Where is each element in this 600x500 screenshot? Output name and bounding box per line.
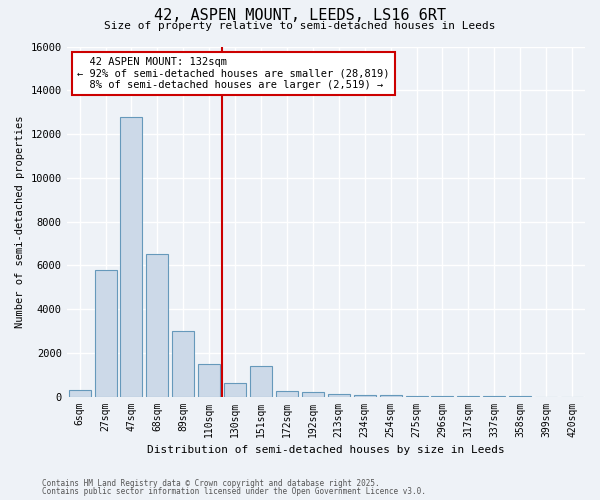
Bar	[146, 254, 169, 396]
Bar	[198, 364, 220, 396]
Bar	[250, 366, 272, 396]
Text: Contains HM Land Registry data © Crown copyright and database right 2025.: Contains HM Land Registry data © Crown c…	[42, 478, 380, 488]
Bar	[68, 390, 91, 396]
Bar	[328, 394, 350, 396]
X-axis label: Distribution of semi-detached houses by size in Leeds: Distribution of semi-detached houses by …	[147, 445, 505, 455]
Text: 42, ASPEN MOUNT, LEEDS, LS16 6RT: 42, ASPEN MOUNT, LEEDS, LS16 6RT	[154, 8, 446, 22]
Bar	[276, 391, 298, 396]
Bar	[302, 392, 324, 396]
Text: Contains public sector information licensed under the Open Government Licence v3: Contains public sector information licen…	[42, 487, 426, 496]
Y-axis label: Number of semi-detached properties: Number of semi-detached properties	[15, 116, 25, 328]
Bar	[172, 331, 194, 396]
Bar	[121, 116, 142, 396]
Bar	[224, 384, 246, 396]
Bar	[95, 270, 116, 396]
Bar	[353, 395, 376, 396]
Text: Size of property relative to semi-detached houses in Leeds: Size of property relative to semi-detach…	[104, 21, 496, 31]
Text: 42 ASPEN MOUNT: 132sqm
← 92% of semi-detached houses are smaller (28,819)
  8% o: 42 ASPEN MOUNT: 132sqm ← 92% of semi-det…	[77, 57, 389, 90]
